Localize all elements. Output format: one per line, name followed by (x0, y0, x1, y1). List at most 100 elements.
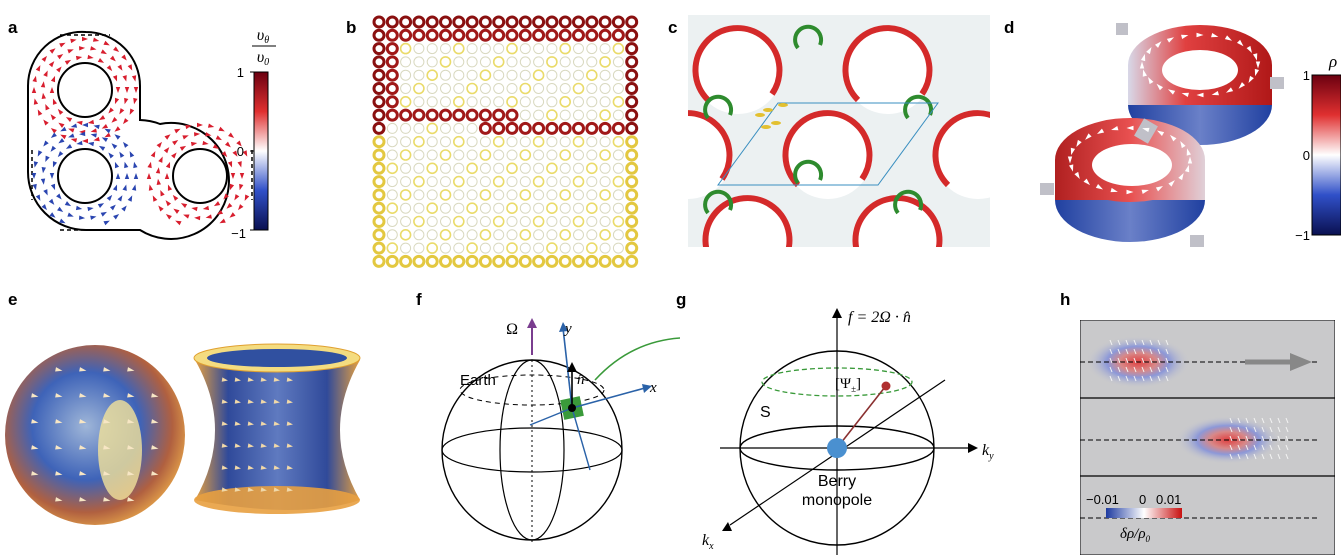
lattice-ring (586, 216, 598, 227)
lattice-ring (400, 176, 412, 188)
lattice-ring (493, 43, 505, 55)
lattice-ring (372, 135, 386, 149)
lattice-ring (479, 229, 492, 241)
flow-arrow (1095, 184, 1104, 190)
flow-arrow (103, 220, 110, 226)
flow-arrow (57, 151, 64, 158)
lattice-ring (586, 202, 598, 214)
flow-glyph (1141, 366, 1145, 373)
lattice-ring (465, 254, 479, 268)
lattice-ring (546, 229, 558, 241)
lattice-ring (426, 229, 438, 241)
flow-arrow (1156, 130, 1165, 136)
lattice-ring (372, 215, 386, 228)
lattice-ring (492, 215, 505, 228)
panel-d-coupled-rings: 1 0 −1 ρ (1040, 23, 1341, 247)
flow-arrow (234, 194, 240, 201)
flow-arrow (247, 399, 254, 404)
red-circulation (692, 25, 783, 103)
lattice-ring (400, 136, 412, 148)
lattice-ring (440, 176, 451, 188)
lattice-ring (453, 83, 465, 94)
lattice-ring (426, 122, 439, 135)
flow-arrow (1181, 34, 1189, 40)
flow-arrow (237, 161, 242, 168)
lattice-ring (533, 202, 545, 214)
flow-arrow (97, 58, 105, 63)
flow-arrow (56, 66, 62, 73)
lattice-ring (532, 254, 546, 268)
lattice-ring (440, 242, 451, 254)
flow-arrow (122, 75, 127, 82)
flow-arrow (183, 214, 190, 219)
lattice-ring (440, 96, 451, 108)
lattice-ring (399, 229, 412, 241)
lattice-ring (611, 28, 625, 42)
lattice-ring (492, 15, 506, 29)
lattice-ring (505, 121, 519, 135)
lattice-ring (506, 189, 518, 201)
lattice-ring (453, 42, 465, 55)
flow-arrow (129, 108, 135, 115)
green-circulation (903, 94, 934, 120)
flow-arrow (1168, 180, 1175, 187)
flow-arrow (160, 189, 165, 197)
lattice-ring (546, 109, 558, 121)
flow-arrow (109, 204, 116, 211)
lattice-ring (612, 83, 624, 94)
lattice-ring (546, 162, 558, 175)
lattice-ring (372, 42, 386, 56)
flow-arrow (221, 151, 228, 158)
lattice-ring (506, 229, 518, 241)
flow-arrow (98, 145, 106, 151)
flow-glyph (1133, 375, 1137, 382)
lattice-ring (519, 109, 531, 121)
flow-glyph (1157, 348, 1161, 355)
flow-glyph (1133, 339, 1137, 346)
lattice-ring (466, 216, 478, 227)
flow-arrow (1074, 171, 1080, 180)
tick-0: 0 (1303, 148, 1310, 163)
lattice-ring (479, 149, 492, 161)
flow-arrow (175, 220, 182, 226)
flow-arrow (124, 97, 129, 105)
lattice-ring (546, 149, 558, 161)
lattice-ring (466, 229, 478, 241)
flow-arrow (79, 471, 87, 476)
flow-glyph (1141, 339, 1145, 346)
lattice-ring (413, 43, 425, 55)
flow-arrow (82, 36, 88, 42)
tick-pos: 0.01 (1156, 492, 1181, 507)
lattice-ring (586, 56, 598, 68)
flow-glyph (1157, 375, 1161, 382)
flow-arrow (286, 443, 293, 448)
lattice-ring (559, 149, 571, 161)
lattice-ring (492, 254, 506, 268)
lattice-ring (586, 83, 598, 94)
lattice-ring (372, 82, 386, 95)
flow-arrow (78, 215, 86, 220)
flow-arrow (114, 161, 120, 169)
flow-arrow (41, 92, 46, 99)
lattice-ring (386, 216, 398, 227)
flow-arrow (124, 87, 130, 93)
flow-arrow (148, 184, 154, 191)
flow-arrow (32, 183, 37, 191)
lattice-ring (533, 56, 545, 68)
flow-arrow (68, 128, 75, 133)
lattice-ring (612, 175, 625, 188)
flow-glyph (1229, 426, 1233, 433)
flow-arrow (111, 143, 118, 149)
flow-arrow (79, 393, 87, 398)
lattice-ring (546, 69, 558, 81)
lattice-ring (466, 202, 478, 214)
flow-arrow (60, 126, 67, 132)
lattice-ring (572, 15, 585, 29)
lattice-ring (586, 96, 598, 108)
flow-arrow (131, 75, 137, 82)
lattice-ring (506, 42, 518, 55)
flow-arrow (75, 55, 83, 61)
lattice-ring (372, 228, 386, 242)
flow-arrow (1211, 32, 1219, 38)
flow-arrow (58, 138, 65, 144)
